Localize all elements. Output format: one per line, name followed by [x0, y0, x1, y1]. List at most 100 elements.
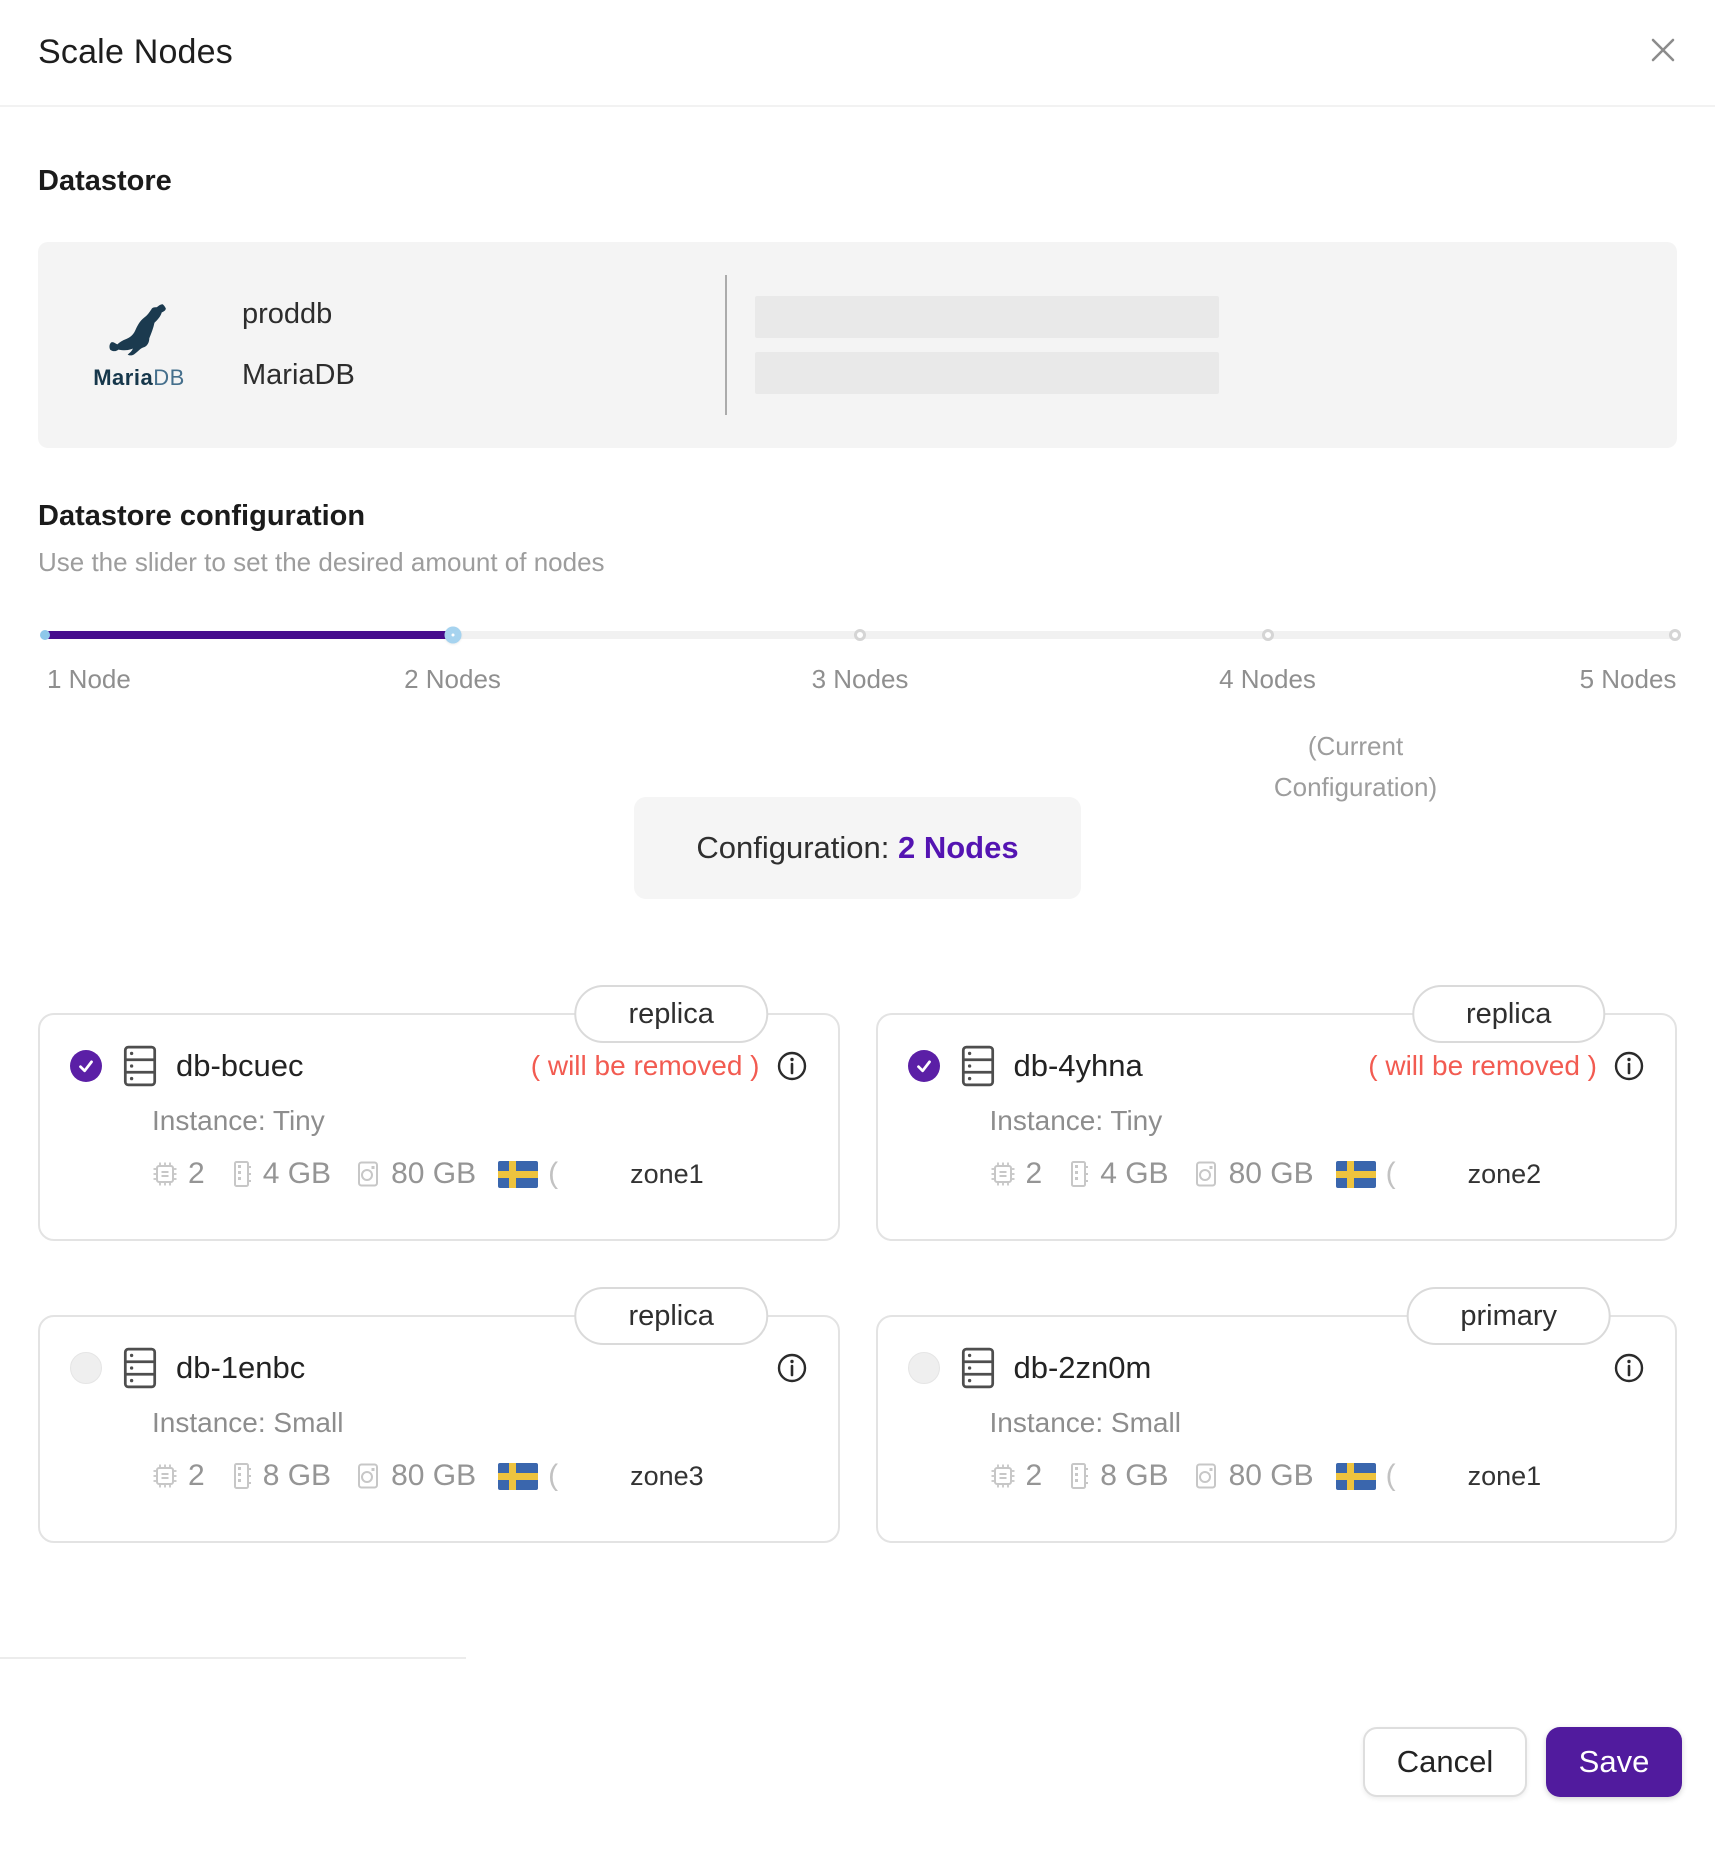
node-name: db-1enbc — [176, 1350, 306, 1385]
slider-label-1-node: 1 Node — [47, 664, 131, 694]
zone-paren: ( — [548, 1157, 559, 1190]
server-rack-icon — [960, 1045, 996, 1087]
configuration-summary-value: 2 Nodes — [898, 830, 1019, 865]
save-button[interactable]: Save — [1546, 1727, 1682, 1797]
node-name: db-4yhna — [1013, 1048, 1143, 1083]
close-button[interactable] — [1641, 31, 1685, 75]
disk-icon — [353, 1461, 383, 1491]
modal-header: Scale Nodes — [0, 0, 1715, 107]
node-card-db-4yhna: db-4yhna ( will be removed ) Instance: T… — [875, 1013, 1677, 1241]
role-badge: primary — [1406, 1287, 1612, 1345]
partial-footer-divider — [0, 1657, 466, 1659]
slider-label-5-nodes: 5 Nodes — [1579, 664, 1677, 694]
configuration-subheading: Use the slider to set the desired amount… — [38, 547, 605, 577]
cpu-count: 2 — [188, 1459, 205, 1492]
role-badge: replica — [1411, 985, 1606, 1043]
slider-track[interactable]: 1 Node 2 Nodes 3 Nodes 4 Nodes 5 Nodes (… — [40, 626, 1681, 802]
node-checkbox[interactable] — [907, 1352, 940, 1384]
sweden-flag-icon — [498, 1462, 539, 1490]
node-card-db-2zn0m: db-2zn0m Instance: Small 2 — [875, 1315, 1677, 1543]
configuration-summary-label: Configuration: — [696, 830, 898, 865]
slider-stop-3[interactable] — [854, 629, 866, 641]
sweden-flag-icon — [1335, 1160, 1376, 1188]
zone-label: zone1 — [630, 1158, 704, 1189]
mariadb-logo: MariaDB — [78, 301, 200, 389]
ram-icon — [1064, 1159, 1092, 1189]
cancel-button[interactable]: Cancel — [1363, 1727, 1527, 1797]
ram-size: 4 GB — [1100, 1157, 1169, 1190]
zone-label: zone3 — [630, 1460, 704, 1491]
node-specs: 2 8 GB 80 GB ( zone3 — [150, 1459, 808, 1493]
disk-size: 80 GB — [1228, 1157, 1314, 1190]
slider-stop-1[interactable] — [40, 630, 50, 640]
node-card-db-1enbc: db-1enbc Instance: Small 2 — [38, 1315, 840, 1543]
disk-icon — [1191, 1159, 1221, 1189]
datastore-heading: Datastore — [38, 165, 172, 197]
configuration-summary-badge: Configuration: 2 Nodes — [634, 797, 1081, 899]
vertical-divider — [725, 275, 727, 415]
ram-icon — [227, 1461, 255, 1491]
placeholder-bar — [755, 296, 1219, 338]
node-specs: 2 4 GB 80 GB ( zone2 — [988, 1157, 1646, 1191]
placeholder-bar — [755, 352, 1219, 394]
role-badge: replica — [574, 1287, 768, 1345]
slider-label-2-nodes: 2 Nodes — [404, 664, 501, 694]
datastore-summary: MariaDB proddb MariaDB — [38, 298, 725, 392]
info-icon[interactable] — [1613, 1050, 1645, 1082]
configuration-heading: Datastore configuration — [38, 500, 366, 532]
ram-size: 8 GB — [1100, 1459, 1169, 1492]
server-rack-icon — [122, 1045, 158, 1087]
node-removed-status: ( will be removed ) — [530, 1050, 760, 1081]
mariadb-seal-icon — [106, 304, 172, 365]
ram-icon — [227, 1159, 255, 1189]
node-instance: Instance: Small — [152, 1407, 344, 1438]
zone-label: zone1 — [1467, 1460, 1542, 1491]
page-title: Scale Nodes — [38, 33, 233, 71]
node-card-wrapper: primary db-2zn0m Instance: Small — [875, 1287, 1677, 1543]
nodes-grid: replica db-bcuec ( will be removed ) — [38, 985, 1677, 1543]
node-checkbox[interactable] — [70, 1352, 102, 1384]
datastore-name: proddb — [242, 298, 333, 330]
mariadb-wordmark: MariaDB — [93, 365, 185, 390]
slider-handle[interactable] — [444, 626, 461, 644]
slider-fill — [45, 631, 453, 639]
node-instance: Instance: Tiny — [152, 1105, 325, 1136]
cpu-count: 2 — [1025, 1459, 1043, 1492]
cpu-icon — [988, 1461, 1018, 1491]
disk-icon — [353, 1159, 383, 1189]
zone-paren: ( — [1385, 1157, 1396, 1190]
disk-size: 80 GB — [391, 1157, 477, 1190]
node-card-db-bcuec: db-bcuec ( will be removed ) Instance: T… — [38, 1013, 840, 1241]
node-specs: 2 4 GB 80 GB ( zone1 — [150, 1157, 808, 1191]
node-card-wrapper: replica db-1enbc Instance: Small — [38, 1287, 840, 1543]
placeholder-bars — [755, 296, 1219, 394]
sweden-flag-icon — [498, 1160, 539, 1188]
info-icon[interactable] — [776, 1050, 808, 1082]
node-instance: Instance: Small — [989, 1407, 1181, 1438]
slider-stop-5[interactable] — [1669, 629, 1681, 641]
ram-size: 4 GB — [262, 1157, 332, 1190]
slider-stop-4[interactable] — [1261, 629, 1274, 641]
node-checkbox[interactable] — [907, 1050, 940, 1082]
node-name: db-2zn0m — [1013, 1350, 1152, 1385]
node-card-wrapper: replica db-bcuec ( will be removed ) — [38, 985, 840, 1241]
modal-footer: Cancel Save — [1363, 1727, 1682, 1797]
node-removed-status: ( will be removed ) — [1368, 1050, 1597, 1081]
cpu-count: 2 — [188, 1157, 205, 1190]
node-checkbox[interactable] — [70, 1050, 102, 1082]
node-card-wrapper: replica db-4yhna ( will be removed ) — [875, 985, 1677, 1241]
zone-label: zone2 — [1467, 1158, 1542, 1189]
info-icon[interactable] — [776, 1352, 808, 1384]
node-specs: 2 8 GB 80 GB ( zone1 — [988, 1459, 1646, 1493]
slider-label-3-nodes: 3 Nodes — [811, 664, 909, 694]
info-icon[interactable] — [1613, 1352, 1645, 1384]
cpu-count: 2 — [1025, 1157, 1043, 1190]
server-rack-icon — [122, 1347, 158, 1389]
datastore-engine: MariaDB — [242, 359, 355, 391]
node-name: db-bcuec — [176, 1048, 304, 1083]
zone-paren: ( — [548, 1459, 559, 1492]
server-rack-icon — [960, 1347, 996, 1389]
disk-icon — [1191, 1461, 1221, 1491]
disk-size: 80 GB — [391, 1459, 477, 1492]
ram-size: 8 GB — [262, 1459, 332, 1492]
